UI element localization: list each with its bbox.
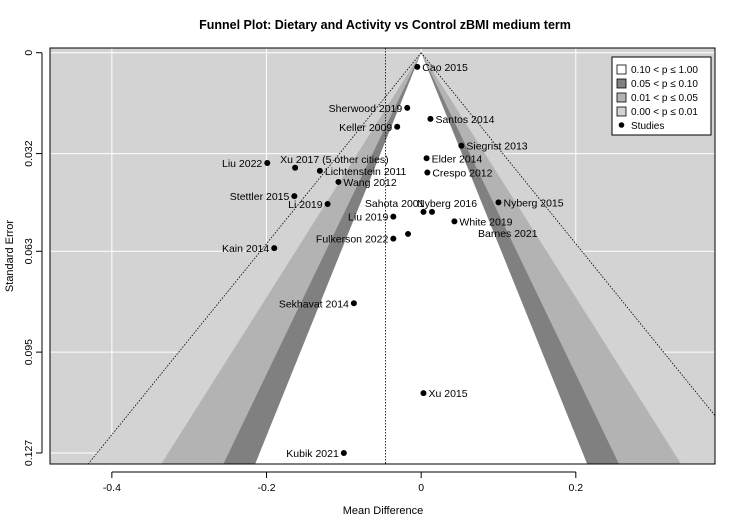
legend-swatch: [616, 64, 627, 75]
legend-label: 0.00 < p ≤ 0.01: [631, 107, 698, 118]
study-label: Sekhavat 2014: [279, 298, 349, 310]
legend-swatch: [616, 106, 627, 117]
y-tick-label: 0: [23, 50, 35, 56]
study-label: Elder 2014: [432, 153, 483, 165]
study-point: [350, 300, 357, 307]
x-axis-label: Mean Difference: [343, 505, 424, 517]
study-label: Xu 2017 (5 other cities): [280, 154, 389, 166]
study-point: [458, 142, 465, 149]
study-label: Li 2019: [288, 199, 323, 211]
study-label: Sherwood 2019: [329, 103, 403, 115]
study-point: [420, 208, 427, 215]
y-tick-label: 0.032: [23, 140, 35, 166]
study-point: [405, 230, 412, 237]
study-point: [316, 167, 323, 174]
study-point: [427, 115, 434, 122]
legend-label: 0.01 < p ≤ 0.05: [631, 93, 698, 104]
legend-label-studies: Studies: [631, 121, 664, 132]
study-point: [394, 123, 401, 130]
y-tick-label: 0.127: [23, 440, 35, 466]
study-label: Stettler 2015: [230, 191, 290, 203]
legend-swatch: [616, 78, 627, 89]
study-label: Nyberg 2016: [417, 198, 477, 210]
study-point: [428, 208, 435, 215]
y-tick-label: 0.063: [23, 238, 35, 264]
study-point: [495, 199, 502, 206]
x-tick-label: -0.2: [257, 482, 275, 494]
funnel-band: [255, 52, 588, 464]
study-point: [404, 104, 411, 111]
legend: 0.10 < p ≤ 1.00 0.05 < p ≤ 0.10 0.01 < p ≤…: [611, 56, 712, 136]
study-label: Xu 2015: [428, 388, 467, 400]
legend-box: [611, 56, 712, 136]
study-label: Wang 2012: [343, 177, 396, 189]
study-point: [291, 193, 298, 200]
legend-label: 0.10 < p ≤ 1.00: [631, 65, 698, 76]
y-tick-label: 0.095: [23, 339, 35, 365]
study-point: [420, 390, 427, 397]
study-point: [292, 164, 299, 171]
study-label: Crespo 2012: [432, 167, 492, 179]
study-label: White 2019: [459, 216, 512, 228]
legend-label: 0.05 < p ≤ 0.10: [631, 79, 698, 90]
x-tick-label: 0.2: [569, 482, 584, 494]
study-label: Liu 2022: [222, 158, 262, 170]
legend-point-swatch: [618, 122, 625, 128]
study-point: [390, 235, 397, 242]
study-label: Sahota 2001: [365, 198, 425, 210]
study-point: [264, 160, 271, 167]
x-tick-label: 0: [418, 482, 424, 494]
chart-title: Funnel Plot: Dietary and Activity vs Con…: [199, 18, 571, 32]
legend-swatch: [616, 92, 627, 103]
study-point: [324, 201, 331, 207]
study-point: [424, 169, 431, 176]
study-label: Siegrist 2013: [466, 141, 527, 153]
study-point: [423, 155, 430, 162]
study-point: [271, 245, 278, 252]
study-point: [451, 218, 458, 225]
study-point: [390, 213, 397, 220]
x-tick-label: -0.4: [103, 482, 121, 494]
study-label: Nyberg 2015: [503, 197, 563, 209]
study-label: Cao 2015: [422, 62, 468, 74]
plot-border: [49, 47, 716, 465]
study-label: Fulkerson 2022: [316, 234, 389, 246]
study-label: Kubik 2021: [286, 448, 339, 460]
study-label: Barnes 2021: [478, 228, 538, 240]
y-axis-label: Standard Error: [4, 220, 16, 292]
study-point: [340, 449, 347, 456]
study-label: Kain 2014: [222, 243, 269, 255]
study-label: Lichtenstein 2011: [325, 166, 407, 178]
study-label: Keller 2009: [339, 122, 392, 134]
study-label: Liu 2019: [348, 212, 388, 224]
study-label: Santos 2014: [435, 114, 494, 126]
study-point: [335, 178, 342, 185]
study-point: [414, 63, 421, 70]
